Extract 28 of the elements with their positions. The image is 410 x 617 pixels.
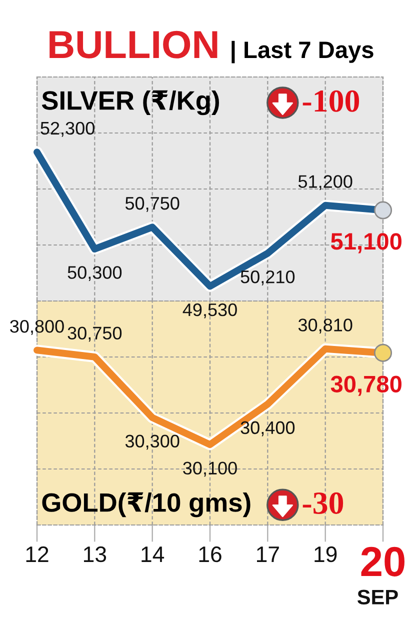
x-tick-label: 17 [257,546,279,562]
data-label: 30,800 [10,320,64,335]
chart-title: BULLION [50,30,218,58]
data-label: 30,400 [240,421,295,436]
text: -100 [302,90,360,112]
data-label: 30,100 [183,462,237,477]
data-label: 30,780 [330,376,402,396]
data-label: 50,210 [240,270,295,286]
data-label: 52,300 [40,122,94,137]
chart-subtitle: | Last 7 Days [232,40,374,64]
data-label: 30,750 [68,326,122,342]
data-label: 50,750 [125,196,180,212]
data-label: 51,100 [330,233,402,254]
text: -30 [302,492,344,514]
x-tick-label: 19 [314,546,337,562]
data-label: 30,300 [125,434,180,450]
x-tick-label: 12 [26,546,48,562]
data-label: 30,810 [298,318,352,334]
data-label: 49,530 [182,303,237,318]
data-label: 51,200 [298,175,352,190]
x-tick-label: 14 [142,546,164,562]
text: GOLD(₹/10 gms) [42,492,250,518]
x-tick-label: 16 [199,546,222,562]
data-label: 50,300 [68,266,122,282]
x-tick-label: 20 [361,546,404,576]
series-label: SILVER (₹/Kg) [42,90,219,116]
x-tick-label: 13 [84,546,106,562]
x-axis-title: SEP [357,590,398,605]
